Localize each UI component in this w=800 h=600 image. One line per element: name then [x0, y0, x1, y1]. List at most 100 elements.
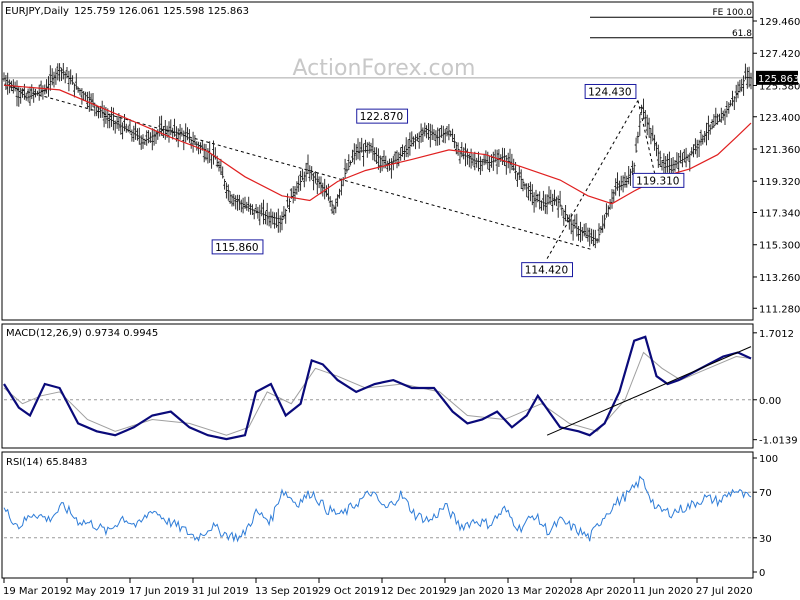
ohlc-bar — [117, 113, 121, 131]
ohlc-bar — [328, 196, 332, 207]
ohlc-bar — [123, 114, 126, 132]
ohlc-bar — [354, 144, 358, 161]
ohlc-bar — [63, 71, 67, 84]
ohlc-bar — [718, 113, 721, 122]
price-annotation-label: 119.310 — [636, 175, 679, 187]
ohlc-bar — [147, 130, 150, 144]
ohlc-bar — [69, 69, 73, 85]
ohlc-bar — [288, 198, 291, 213]
ohlc-bar — [252, 209, 256, 220]
ohlc-bar — [436, 127, 440, 146]
ohlc-bar — [126, 125, 130, 133]
ohlc-bar — [462, 147, 466, 160]
rsi-axis: 100 70 30 0 — [753, 454, 778, 579]
ohlc-bar — [54, 68, 58, 85]
ohlc-bar — [312, 172, 315, 191]
price-annotation-label: 124.430 — [588, 86, 631, 98]
ohlc-bar — [87, 91, 91, 112]
ohlc-bar — [74, 73, 78, 90]
ohlc-bar — [71, 75, 74, 85]
ohlc-bar — [621, 175, 625, 193]
ohlc-bar — [334, 198, 338, 214]
ohlc-bar — [638, 114, 642, 136]
macd-tick-label: -1.0139 — [759, 436, 798, 447]
ohlc-bar — [4, 75, 8, 90]
ohlc-bar — [647, 117, 651, 138]
ohlc-bar — [58, 63, 61, 82]
ohlc-bar — [317, 176, 321, 189]
ohlc-bar — [228, 191, 232, 204]
ohlc-bar — [547, 186, 551, 205]
price-panel-frame — [1, 1, 754, 321]
rsi-line — [3, 475, 752, 543]
ohlc-bar — [701, 134, 705, 145]
ohlc-bar — [358, 141, 362, 161]
ohlc-bar — [6, 72, 10, 95]
ohlc-bar — [319, 176, 323, 195]
date-tick-label: 17 Jun 2019 — [129, 586, 189, 597]
macd-panel-frame — [1, 323, 754, 449]
ohlc-bar — [682, 149, 686, 163]
ohlc-bar — [556, 195, 560, 218]
ohlc-bar — [703, 131, 707, 143]
ohlc-bar — [80, 88, 84, 105]
ohlc-bar — [419, 123, 423, 143]
ohlc-bar — [84, 91, 87, 101]
symbol-label: EURJPY,Daily — [5, 6, 69, 17]
ohlc-bar — [132, 125, 136, 142]
ohlc-bar — [343, 158, 347, 179]
ohlc-bar — [623, 172, 627, 188]
ohlc-bar — [675, 152, 679, 169]
ohlc-bar — [625, 175, 629, 188]
ohlc-bar — [593, 229, 597, 249]
price-tick-label: 113.260 — [759, 273, 800, 284]
ohlc-bar — [504, 155, 508, 175]
ohlc-bar — [540, 200, 543, 211]
ohlc-bar — [154, 130, 158, 144]
ohlc-bar — [649, 128, 653, 145]
ohlc-bar — [297, 175, 301, 192]
date-tick-label: 12 Dec 2019 — [381, 586, 445, 597]
ohlc-bar — [100, 100, 104, 118]
ohlc-bar — [456, 142, 460, 156]
ohlc-bar — [195, 141, 199, 151]
ohlc-bar — [150, 128, 154, 151]
price-annotation-box — [584, 83, 637, 99]
ohlc-bar — [412, 136, 415, 147]
ohlc-bar — [163, 120, 167, 140]
ohlc-bar — [736, 81, 740, 99]
ohlc-bar — [45, 79, 48, 94]
ohlc-bar — [551, 193, 555, 212]
ohlc-bar — [458, 149, 462, 164]
ohlc-bar — [447, 124, 451, 141]
ohlc-bar — [425, 125, 428, 139]
ohlc-bar — [162, 126, 165, 138]
price-tick-label: 125.380 — [759, 81, 800, 92]
ohlc-bar — [438, 128, 441, 146]
price-tick-label: 129.460 — [759, 17, 800, 28]
ohlc-bar — [24, 92, 28, 101]
ohlc-bar — [47, 76, 50, 97]
ohlc-bar — [37, 84, 41, 101]
ohlc-bar — [152, 128, 156, 146]
ohlc-bar — [365, 142, 369, 158]
ohlc-bar — [267, 211, 271, 227]
ohlc-bar — [740, 78, 744, 92]
ohlc-bar — [510, 153, 514, 171]
ohlc-bar — [219, 158, 223, 175]
projection-line — [637, 100, 657, 182]
ohlc-bar — [555, 196, 558, 207]
ohlc-bar — [445, 126, 449, 137]
ohlc-bar — [136, 128, 139, 141]
ohlc-bar — [508, 148, 512, 174]
ohlc-bar — [28, 86, 32, 106]
ohlc-bar — [308, 165, 312, 182]
ohlc-bar — [325, 185, 328, 197]
ohlc-bar — [440, 125, 443, 138]
ohlc-bar — [21, 88, 24, 98]
ohlc-bar — [673, 160, 677, 172]
ohlc-bar — [260, 202, 264, 217]
ohlc-bar — [719, 107, 723, 123]
ohlc-bar — [160, 115, 163, 136]
ohlc-bar — [76, 86, 80, 93]
